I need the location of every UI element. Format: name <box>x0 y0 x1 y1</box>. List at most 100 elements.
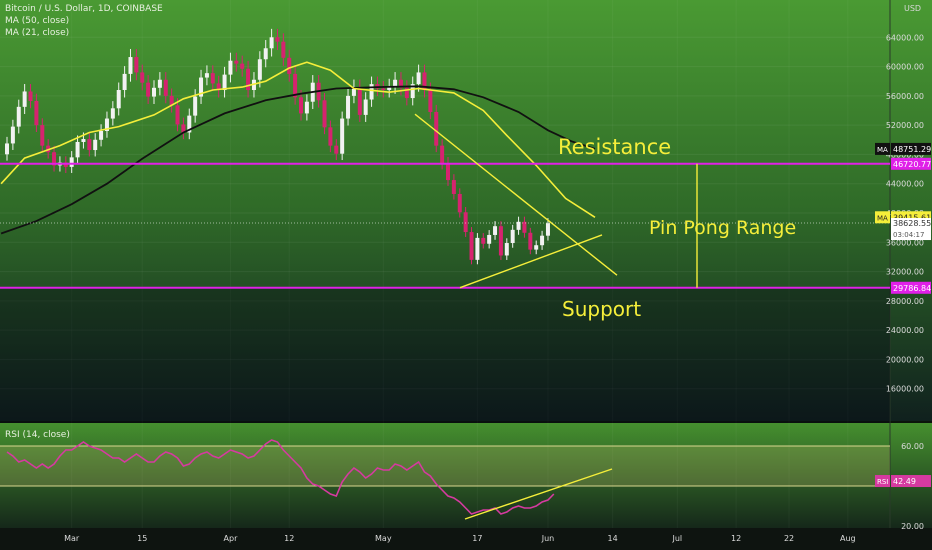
candle <box>457 188 462 218</box>
legend: Bitcoin / U.S. Dollar, 1D, COINBASE MA (… <box>5 3 163 39</box>
ma50-price-badge: 48751.29 <box>893 145 931 154</box>
candle-body <box>469 232 474 260</box>
candle-body <box>169 95 174 106</box>
candle <box>328 120 333 153</box>
candle <box>540 230 545 250</box>
range-label[interactable]: Pin Pong Range <box>649 217 797 239</box>
countdown-badge: 03:04:17 <box>893 231 924 239</box>
time-tick-label: 12 <box>731 534 741 543</box>
candle-body <box>40 125 45 146</box>
rsi-tick-label: 20.00 <box>901 522 924 531</box>
candle <box>545 218 550 241</box>
candle-body <box>369 84 374 100</box>
candle-body <box>157 79 162 88</box>
candle <box>216 75 221 98</box>
candle <box>152 80 156 104</box>
rsi-legend: RSI (14, close) <box>5 429 70 441</box>
candle-body <box>222 74 227 90</box>
candle <box>52 145 57 172</box>
time-tick-label: Aug <box>840 534 856 543</box>
candle <box>28 84 33 109</box>
price-tick-label: 16000.00 <box>886 385 924 394</box>
candle <box>204 65 209 86</box>
candle <box>351 79 356 104</box>
candle-body <box>475 237 480 260</box>
candle-body <box>404 87 409 99</box>
descending-trendline <box>414 113 618 276</box>
candle <box>493 221 498 240</box>
symbol-title[interactable]: Bitcoin / U.S. Dollar, 1D, COINBASE <box>5 4 163 14</box>
candle-body <box>140 72 145 83</box>
time-tick-label: Jul <box>671 534 682 543</box>
candle <box>99 124 104 147</box>
indicator-ma21[interactable]: MA (21, close) <box>5 28 70 38</box>
candle-body <box>87 139 92 151</box>
candle-body <box>363 99 368 115</box>
candle <box>163 72 168 104</box>
price-tick-label: 20000.00 <box>886 355 924 364</box>
candle-body <box>93 139 98 151</box>
candle-body <box>463 212 468 233</box>
candle-body <box>440 145 445 164</box>
support-label[interactable]: Support <box>562 297 642 321</box>
price-tick-label: 48000.00 <box>886 150 924 159</box>
candle-body <box>175 105 180 125</box>
candle <box>346 88 351 126</box>
candle-body <box>545 223 550 236</box>
candle-body <box>481 237 486 244</box>
candle <box>128 48 133 82</box>
candle <box>428 82 433 120</box>
candle-body <box>75 141 80 158</box>
candle-body <box>275 37 280 42</box>
candle-body <box>240 63 245 69</box>
candle <box>169 88 174 113</box>
indicator-rsi[interactable]: RSI (14, close) <box>5 430 70 440</box>
last-price-badge: 38628.55 <box>893 219 931 228</box>
candle-body <box>216 83 221 90</box>
candle <box>269 28 274 57</box>
ma50-tag-bg <box>875 142 890 155</box>
candle <box>416 64 421 92</box>
candle <box>281 33 286 66</box>
candle <box>363 92 368 122</box>
candle <box>10 119 15 150</box>
candle-body <box>351 87 356 96</box>
candle <box>5 136 9 161</box>
candle <box>469 227 474 265</box>
rsi-value-badge: 42.49 <box>893 477 916 486</box>
candle-body <box>393 79 398 87</box>
candle-body <box>381 88 386 90</box>
candle <box>246 60 251 98</box>
candle <box>263 40 268 68</box>
time-axis-background <box>0 528 932 550</box>
candle-body <box>322 100 327 128</box>
rsi-tag: RSI <box>877 478 888 486</box>
time-tick-label: 14 <box>608 534 618 543</box>
candle-body <box>398 79 403 88</box>
candle <box>498 221 503 260</box>
time-tick-label: May <box>375 534 392 543</box>
candle-body <box>134 57 139 73</box>
candle <box>334 139 339 161</box>
candle <box>404 80 409 106</box>
indicator-ma50[interactable]: MA (50, close) <box>5 16 70 26</box>
rsi-pane-background <box>0 422 932 528</box>
candle <box>293 66 298 105</box>
candle <box>451 174 456 200</box>
resistance-label[interactable]: Resistance <box>558 135 672 159</box>
candle-body <box>104 118 109 131</box>
rsi-band-zone <box>0 446 890 486</box>
candle <box>463 206 468 237</box>
candle <box>510 224 515 248</box>
candle-body <box>346 95 351 119</box>
candle-body <box>510 229 515 244</box>
price-tick-label: 60000.00 <box>886 63 924 72</box>
candle-body <box>181 124 186 133</box>
candle <box>504 238 509 260</box>
candle <box>34 93 39 132</box>
candle-body <box>187 115 192 133</box>
candle-body <box>528 232 533 250</box>
candle <box>534 240 539 255</box>
candle <box>134 48 139 81</box>
